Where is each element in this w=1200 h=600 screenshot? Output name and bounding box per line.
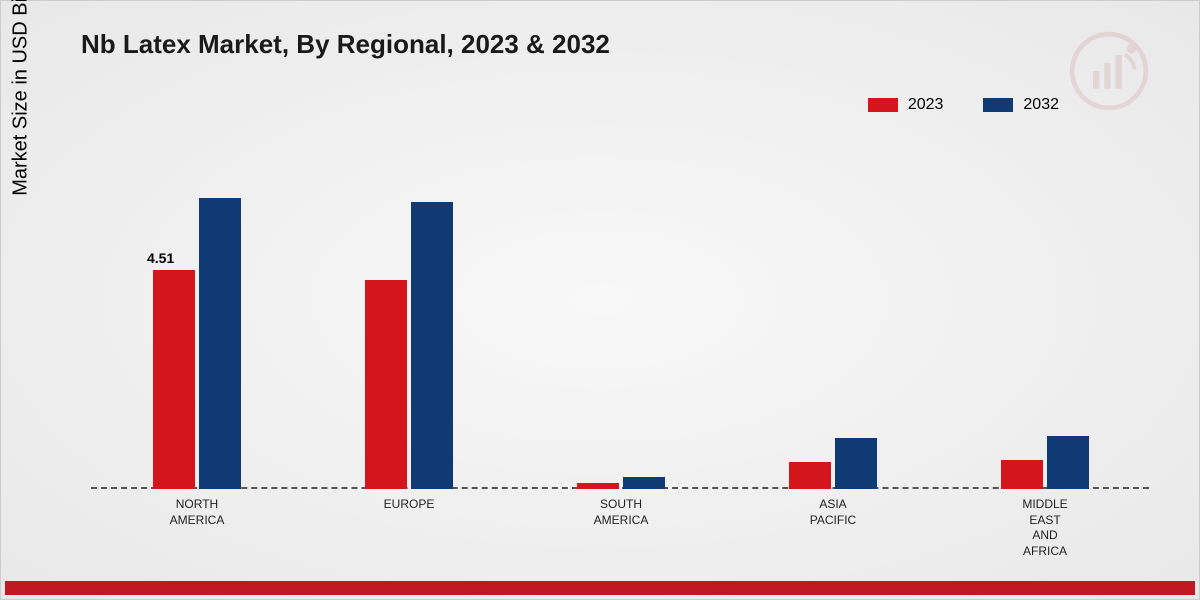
bar <box>789 462 831 489</box>
bar <box>1047 436 1089 489</box>
bar <box>153 270 195 489</box>
legend: 2023 2032 <box>868 96 1059 114</box>
legend-swatch <box>868 98 898 112</box>
x-axis-label: EUROPE <box>384 497 435 513</box>
x-axis-label: ASIA PACIFIC <box>810 497 856 528</box>
bar-group <box>153 198 241 489</box>
y-axis-label: Market Size in USD Billion <box>10 0 33 196</box>
chart-container: Nb Latex Market, By Regional, 2023 & 203… <box>0 0 1200 600</box>
bar-group <box>365 202 453 489</box>
bar-group <box>577 477 665 489</box>
x-axis-label: NORTH AMERICA <box>170 497 225 528</box>
bar <box>199 198 241 489</box>
bar <box>623 477 665 489</box>
legend-label: 2032 <box>1023 96 1059 114</box>
brand-logo <box>1069 31 1149 111</box>
plot-area: 4.51NORTH AMERICAEUROPESOUTH AMERICAASIA… <box>91 151 1149 489</box>
bar <box>411 202 453 489</box>
legend-label: 2023 <box>908 96 944 114</box>
footer-bar <box>5 581 1195 595</box>
bar-group <box>789 438 877 489</box>
bar <box>1001 460 1043 489</box>
x-axis-label: MIDDLE EAST AND AFRICA <box>1022 497 1067 559</box>
x-axis-label: SOUTH AMERICA <box>594 497 649 528</box>
chart-title: Nb Latex Market, By Regional, 2023 & 203… <box>81 29 610 60</box>
bar <box>577 483 619 489</box>
legend-item: 2023 <box>868 96 944 114</box>
bar <box>835 438 877 489</box>
legend-item: 2032 <box>983 96 1059 114</box>
bar-group <box>1001 436 1089 489</box>
bar <box>365 280 407 489</box>
legend-swatch <box>983 98 1013 112</box>
